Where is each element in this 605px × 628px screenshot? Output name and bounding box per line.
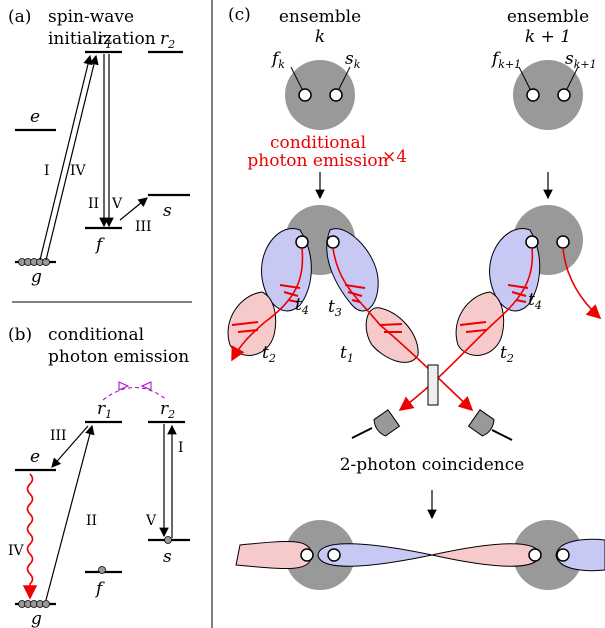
- shape: [557, 549, 569, 561]
- detector: [372, 410, 400, 438]
- shape: [328, 549, 340, 561]
- level-label: r2: [160, 29, 175, 51]
- state-label: sk: [345, 49, 361, 71]
- transition-label: II: [88, 196, 99, 212]
- time-bin: t3: [328, 297, 342, 319]
- level-label: f: [94, 235, 105, 255]
- shape: [43, 601, 50, 608]
- level-label: f: [94, 579, 105, 599]
- text-part: 1: [347, 352, 354, 365]
- figure: (a) spin-wave initialization r1 r2 e s f…: [0, 0, 605, 628]
- shape: [526, 236, 538, 248]
- state-label: fk: [270, 49, 285, 71]
- transition: [120, 198, 147, 220]
- text-part: s: [345, 49, 354, 69]
- ensemble-title: ensemble: [279, 7, 361, 27]
- text-part: s: [565, 49, 574, 69]
- shape: [352, 428, 372, 438]
- level-label: r2: [160, 399, 175, 421]
- shape: [299, 89, 311, 101]
- text-part: 4: [534, 299, 542, 312]
- panel-label: (a): [8, 7, 31, 27]
- beam-splitter: [428, 365, 438, 405]
- text-part: 2: [268, 352, 276, 365]
- panel-label: (c): [228, 5, 251, 25]
- shape: [165, 537, 172, 544]
- text-part: 1: [105, 408, 112, 421]
- text-part: 2: [506, 352, 514, 365]
- transition-label: IV: [8, 543, 25, 559]
- transition-label: I: [44, 163, 50, 179]
- ensemble-title: ensemble: [507, 7, 589, 27]
- levels: [15, 52, 190, 262]
- text-part: 2: [167, 408, 175, 421]
- level-label: e: [30, 447, 40, 467]
- text-part: k: [354, 58, 361, 71]
- coincidence-label: 2-photon coincidence: [340, 455, 525, 475]
- shape: [327, 236, 339, 248]
- level-label: g: [31, 609, 42, 628]
- level-label: s: [163, 201, 172, 221]
- time-bin: t1: [340, 343, 354, 365]
- shape: [380, 324, 402, 325]
- shape: [296, 236, 308, 248]
- panel-title: spin-wave: [48, 7, 134, 27]
- shape: [99, 567, 106, 574]
- shape: [558, 89, 570, 101]
- annotation: photon emission: [247, 151, 388, 171]
- panel-title: conditional: [48, 325, 144, 345]
- transition-label: IV: [70, 163, 87, 179]
- shape: [301, 549, 313, 561]
- emission: [28, 474, 33, 598]
- shape: [557, 236, 569, 248]
- annotation: ×4: [382, 147, 407, 167]
- shape: [492, 430, 512, 440]
- text-part: k+1: [574, 58, 597, 71]
- text-part: 1: [105, 38, 112, 51]
- transition-label: V: [111, 196, 123, 212]
- level-label: e: [30, 107, 40, 127]
- level-label: r1: [97, 399, 112, 421]
- panel-title: photon emission: [48, 347, 189, 367]
- text-part: k: [278, 58, 285, 71]
- ensemble: [285, 60, 355, 130]
- text-part: 4: [301, 304, 309, 317]
- shape: [527, 89, 539, 101]
- transition: [46, 56, 96, 260]
- text-part: k+1: [498, 58, 521, 71]
- transition-label: I: [178, 440, 184, 456]
- detector: [469, 410, 497, 438]
- coupling: [103, 388, 167, 401]
- level-label: g: [31, 267, 42, 287]
- text-part: 3: [335, 306, 342, 319]
- shape: [330, 89, 342, 101]
- photon-lobe: [432, 544, 540, 567]
- state-label: fk+1: [490, 49, 521, 71]
- transition-label: III: [50, 428, 67, 444]
- level-label: s: [163, 547, 172, 567]
- atoms: [19, 259, 50, 266]
- transition-label: II: [86, 513, 97, 529]
- transition-label: III: [135, 219, 152, 235]
- ensemble-index: k + 1: [525, 27, 571, 47]
- transition: [40, 56, 90, 260]
- annotation: conditional: [270, 133, 366, 153]
- time-bin: t2: [262, 343, 276, 365]
- panel-label: (b): [8, 325, 32, 345]
- ensemble: [513, 60, 583, 130]
- transition-label: V: [145, 513, 157, 529]
- text-part: 2: [167, 38, 175, 51]
- ensemble-index: k: [315, 27, 325, 47]
- time-bin: t2: [500, 343, 514, 365]
- state-label: sk+1: [565, 49, 597, 71]
- shape: [529, 549, 541, 561]
